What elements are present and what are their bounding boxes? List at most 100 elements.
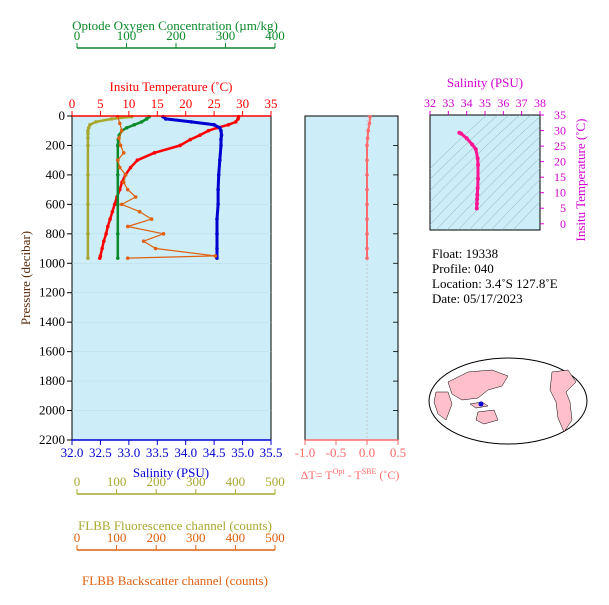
world-map <box>428 357 588 445</box>
backscatter-axis-tick-label: 300 <box>186 530 206 545</box>
ts-density-contour <box>446 136 540 230</box>
flbb-backscatter-channel-point <box>117 136 121 140</box>
insitu-temperature-point <box>110 209 115 214</box>
temperature-axis-tick-label: 35 <box>265 96 278 111</box>
ts-temperature-axis-tick-label: 10 <box>554 186 566 200</box>
salinity-axis-tick-label: 32.5 <box>89 445 112 460</box>
salinity-point <box>215 246 219 251</box>
salinity-point <box>189 120 194 124</box>
flbb-backscatter-channel-point <box>125 256 130 260</box>
ts-point <box>464 136 469 141</box>
ts-density-contour <box>430 116 540 226</box>
date: Date: 05/17/2023 <box>432 291 523 306</box>
ts-density-contour <box>479 168 540 230</box>
backscatter-axis-tick-label: 100 <box>107 530 127 545</box>
ts-point <box>475 192 480 197</box>
ts-point <box>475 186 480 191</box>
backscatter-axis-tick-label: 0 <box>74 530 81 545</box>
ts-density-contour <box>490 179 540 230</box>
salinity-point <box>218 125 222 130</box>
flbb-backscatter-channel-point <box>213 254 218 258</box>
map-land-australia <box>475 409 499 425</box>
optode-oxygen-concentration-point <box>144 117 149 121</box>
salinity-axis-tick-label: 34.5 <box>203 445 226 460</box>
temperature-axis-tick-label: 0 <box>69 96 76 111</box>
ts-salinity-axis-tick-label: 37 <box>516 96 528 110</box>
insitu-temperature-point <box>152 151 157 155</box>
pressure-axis-tick-label: 200 <box>46 137 66 152</box>
insitu-temperature-point <box>178 143 182 148</box>
insitu-temperature-point <box>233 120 238 124</box>
salinity-axis-tick-label: 32.0 <box>61 445 84 460</box>
flbb-backscatter-channel-point <box>125 224 130 229</box>
delta-t-point <box>365 256 369 260</box>
optode-oxygen-concentration-point <box>115 202 120 207</box>
flbb-fluorescence-channel-point <box>88 123 92 127</box>
delta-t-point <box>365 143 369 148</box>
pressure-axis-tick-label: 800 <box>46 226 66 241</box>
fluorescence-axis-tick-label: 200 <box>146 474 166 489</box>
location: Location: 3.4˚S 127.8˚E <box>432 276 558 291</box>
flbb-backscatter-channel-point <box>117 165 122 170</box>
pressure-axis-tick-label: 1400 <box>39 314 65 329</box>
insitu-temperature-point <box>112 202 117 207</box>
temperature-axis-tick-label: 15 <box>151 96 164 111</box>
ts-point <box>476 176 481 181</box>
flbb-backscatter-channel-point <box>141 239 146 243</box>
flbb-backscatter-channel-point <box>119 202 124 207</box>
salinity-axis-tick-label: 35.5 <box>260 445 283 460</box>
pressure-axis-tick-label: 400 <box>46 167 66 182</box>
ts-density-contour <box>430 115 532 214</box>
ts-temperature-axis-tick-label: 20 <box>554 155 566 169</box>
salinity-point <box>216 173 221 177</box>
flbb-backscatter-channel-point <box>161 232 166 236</box>
insitu-temperature-point <box>108 217 112 221</box>
ts-salinity-axis-tick-label: 35 <box>479 96 491 110</box>
insitu-temperature-point <box>106 224 110 229</box>
oxygen-axis-tick-label: 0 <box>74 28 81 43</box>
fluorescence-axis-tick-label: 400 <box>226 474 246 489</box>
fluorescence-axis-tick-label: 300 <box>186 474 206 489</box>
salinity-axis-tick-label: 34.0 <box>174 445 197 460</box>
ts-point <box>459 131 464 136</box>
flbb-backscatter-channel-point <box>137 209 142 214</box>
fluorescence-axis-title: FLBB Fluorescence channel (counts) <box>78 518 272 533</box>
flbb-fluorescence-channel-point <box>110 117 114 121</box>
salinity-point <box>218 158 222 162</box>
map-land-asia <box>447 369 509 401</box>
delta-t-axis-tick-label: -1.0 <box>295 445 316 460</box>
optode-oxygen-concentration-point <box>115 232 120 236</box>
ts-panel <box>429 114 541 231</box>
ts-density-contour <box>501 190 540 230</box>
optode-oxygen-concentration-point <box>139 120 144 124</box>
flbb-fluorescence-channel-point <box>86 202 90 207</box>
flbb-fluorescence-channel-point <box>86 256 90 260</box>
backscatter-axis-tick-label: 200 <box>146 530 166 545</box>
salinity-point <box>219 133 224 137</box>
delta-t-panel <box>304 115 399 441</box>
temperature-axis-tick-label: 20 <box>179 96 192 111</box>
ts-temperature-axis-tick-label: 0 <box>560 217 566 231</box>
delta-t-point <box>366 128 371 133</box>
flbb-backscatter-channel-point <box>117 121 122 126</box>
ts-point <box>476 162 481 167</box>
delta-t-point <box>365 187 369 192</box>
flbb-backscatter-channel-point <box>133 195 138 199</box>
ts-temperature-axis-tick-label: 15 <box>554 170 566 184</box>
optode-oxygen-concentration-point <box>115 173 120 177</box>
ts-density-contour <box>512 201 540 230</box>
fluorescence-axis-tick-label: 100 <box>107 474 127 489</box>
insitu-temperature-point <box>128 165 133 170</box>
flbb-fluorescence-channel-point <box>86 143 90 148</box>
temperature-axis-tick-label: 5 <box>97 96 104 111</box>
delta-t-axis-tick-label: 0.5 <box>390 445 406 460</box>
insitu-temperature-point <box>206 128 211 133</box>
ts-series <box>457 130 481 211</box>
insitu-temperature-point <box>236 117 240 121</box>
salinity-point <box>216 187 220 192</box>
insitu-temperature-point <box>188 137 193 142</box>
delta-t-point <box>365 158 369 162</box>
ts-density-contour <box>468 157 540 230</box>
pressure-axis-tick-label: 2200 <box>39 432 65 447</box>
pressure-axis-title: Pressure (decibar) <box>18 231 33 325</box>
